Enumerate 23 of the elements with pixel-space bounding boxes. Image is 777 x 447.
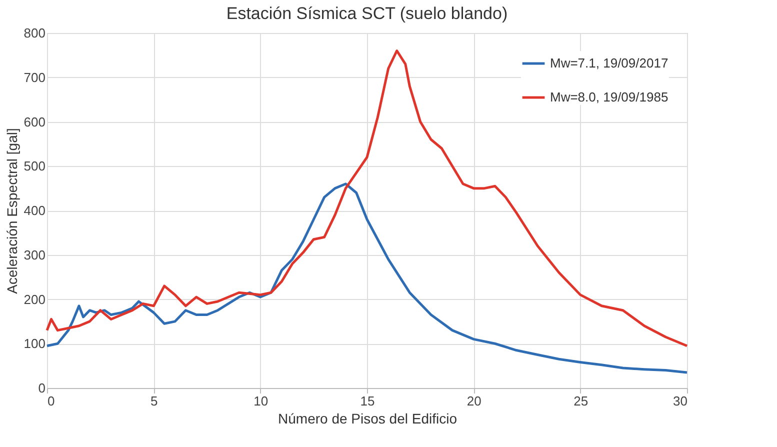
x-tick-label: 25: [574, 394, 588, 408]
y-tick-label: 100: [24, 336, 46, 352]
y-tick-label: 0: [38, 380, 46, 396]
legend-label: Mw=7.1, 19/09/2017: [550, 56, 668, 70]
x-tick-label: 15: [360, 394, 375, 408]
y-tick-label: 700: [24, 70, 46, 85]
line-series: [46, 50, 688, 348]
y-tick-label: 200: [24, 292, 46, 307]
x-tick-label: 0: [48, 394, 55, 408]
y-tick-label: 300: [24, 247, 46, 262]
x-tick-label: 20: [466, 394, 482, 408]
legend-label: Mw=8.0, 19/09/1985: [550, 90, 668, 104]
y-axis-title: Aceleración Espectral [gal]: [4, 128, 20, 294]
chart-title: Estación Sísmica SCT (suelo blando): [226, 4, 508, 23]
y-tick-label: 500: [24, 158, 46, 174]
y-tick-label: 800: [24, 26, 46, 40]
y-tick-label: 400: [24, 203, 46, 218]
x-tick-label: 5: [150, 394, 158, 408]
line-series: [46, 182, 688, 374]
x-tick-label: 30: [673, 394, 688, 408]
y-tick-label: 600: [24, 114, 46, 130]
x-tick-label: 10: [254, 394, 268, 408]
x-axis-title: Número de Pisos del Edificio: [278, 410, 458, 426]
